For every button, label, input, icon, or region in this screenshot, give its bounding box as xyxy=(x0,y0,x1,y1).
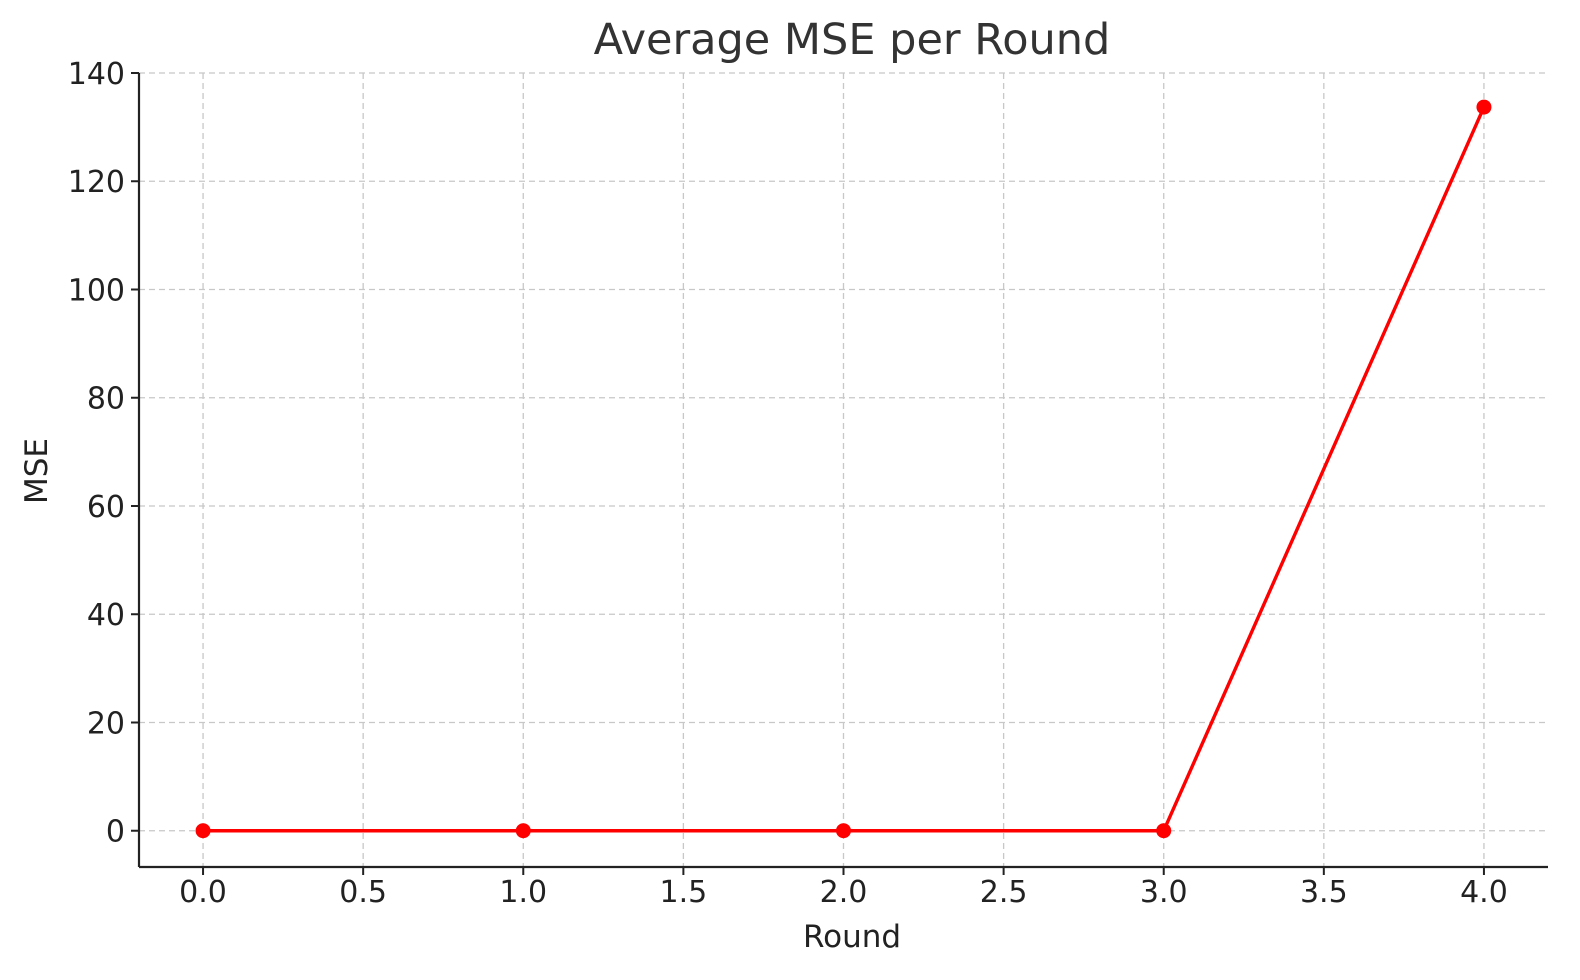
data-point xyxy=(1476,99,1492,115)
chart-title: Average MSE per Round xyxy=(594,15,1111,65)
data-point xyxy=(515,823,531,839)
y-tick-label: 60 xyxy=(87,490,125,525)
y-tick-label: 120 xyxy=(68,165,125,200)
series-layer xyxy=(195,99,1492,839)
y-tick-label: 20 xyxy=(87,706,125,741)
data-point xyxy=(195,823,211,839)
data-point xyxy=(1156,823,1172,839)
x-tick-label: 4.0 xyxy=(1460,875,1508,910)
y-axis-label: MSE xyxy=(19,438,55,504)
x-axis-ticks: 0.0 0.5 1.0 1.5 2.0 2.5 3.0 3.5 4.0 xyxy=(179,867,1508,910)
y-tick-label: 140 xyxy=(68,57,125,92)
x-tick-label: 1.0 xyxy=(499,875,547,910)
x-tick-label: 0.5 xyxy=(339,875,387,910)
x-axis-label: Round xyxy=(803,919,901,955)
x-tick-label: 1.5 xyxy=(660,875,708,910)
x-tick-label: 2.0 xyxy=(820,875,868,910)
y-tick-label: 40 xyxy=(87,598,125,633)
x-tick-label: 3.5 xyxy=(1300,875,1348,910)
x-tick-label: 2.5 xyxy=(980,875,1028,910)
x-tick-label: 0.0 xyxy=(179,875,227,910)
y-tick-label: 100 xyxy=(68,273,125,308)
data-point xyxy=(836,823,851,839)
grid-lines xyxy=(139,72,1548,867)
y-tick-label: 0 xyxy=(106,815,125,850)
x-tick-label: 3.0 xyxy=(1140,875,1188,910)
y-tick-label: 80 xyxy=(87,382,125,417)
y-axis-ticks: 0 20 40 60 80 100 120 140 xyxy=(68,57,139,850)
